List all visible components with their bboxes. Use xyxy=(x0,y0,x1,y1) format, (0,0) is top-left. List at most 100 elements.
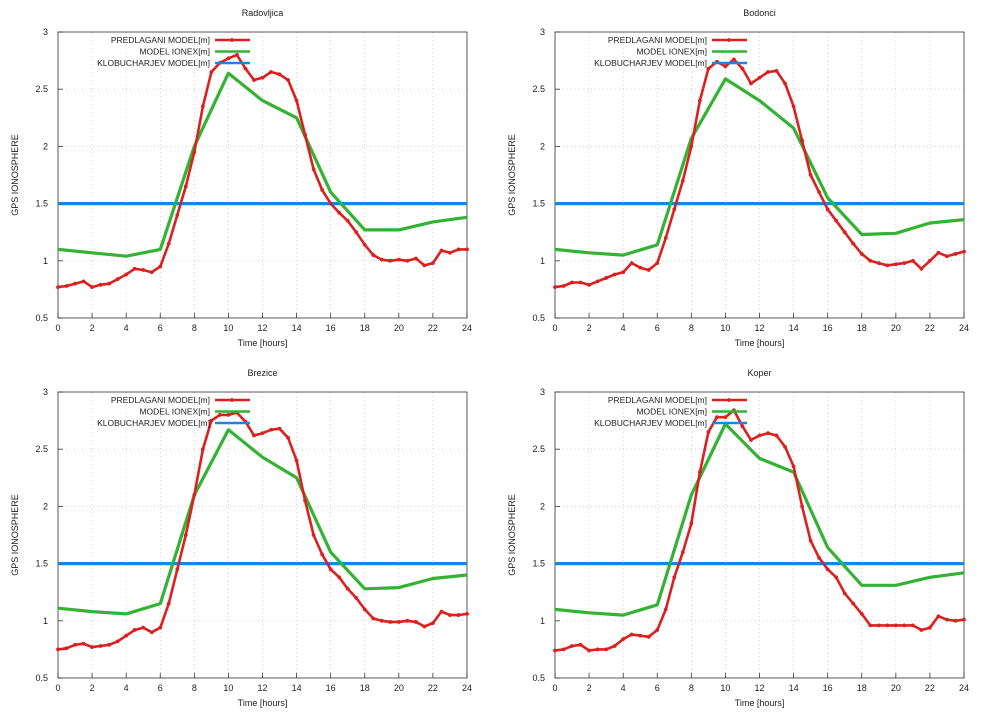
x-tick-label: 4 xyxy=(621,683,626,693)
data-point-predlagani-model-m xyxy=(893,262,898,267)
chart-panel-brezice: 0 2 4 6 8 10 12 14 16 18 20 22 24 0.5 1 1.5 2 2.5 3 Brezice… xyxy=(0,360,497,720)
data-point-predlagani-model-m xyxy=(362,242,367,247)
data-point-predlagani-model-m xyxy=(124,633,129,638)
data-point-predlagani-model-m xyxy=(859,252,864,256)
data-point-predlagani-model-m xyxy=(638,265,643,270)
data-point-predlagani-model-m xyxy=(672,207,677,212)
x-tick-label: 22 xyxy=(428,683,438,693)
x-tick-label: 20 xyxy=(891,683,901,693)
data-point-predlagani-model-m xyxy=(851,601,856,606)
data-point-predlagani-model-m xyxy=(269,70,273,74)
y-tick-label: 3 xyxy=(43,27,48,37)
data-point-predlagani-model-m xyxy=(286,435,290,440)
data-point-predlagani-model-m xyxy=(578,280,583,285)
chart-title: Radovljica xyxy=(242,8,284,18)
y-tick-label: 0.5 xyxy=(35,313,48,323)
data-point-predlagani-model-m xyxy=(655,628,660,632)
data-point-predlagani-model-m xyxy=(90,645,94,650)
data-point-predlagani-model-m xyxy=(337,210,342,215)
x-tick-label: 10 xyxy=(720,323,730,333)
data-point-predlagani-model-m xyxy=(209,70,214,74)
data-point-predlagani-model-m xyxy=(448,613,452,617)
data-point-predlagani-model-m xyxy=(783,445,787,449)
x-tick-label: 4 xyxy=(124,323,129,333)
x-tick-label: 6 xyxy=(158,323,163,333)
data-point-predlagani-model-m xyxy=(766,70,770,74)
data-point-predlagani-model-m xyxy=(808,173,813,177)
data-point-predlagani-model-m xyxy=(98,282,103,287)
legend-label: PREDLAGANI MODEL[m] xyxy=(608,395,707,405)
data-point-predlagani-model-m xyxy=(209,418,214,423)
x-tick-label: 20 xyxy=(394,683,404,693)
data-point-predlagani-model-m xyxy=(825,207,830,212)
data-point-predlagani-model-m xyxy=(800,138,805,143)
data-point-predlagani-model-m xyxy=(73,642,77,647)
x-tick-label: 12 xyxy=(257,683,267,693)
y-tick-label: 2 xyxy=(540,501,545,511)
plot-frame xyxy=(57,31,468,319)
y-axis-label: GPS IONOSPHERE xyxy=(10,134,20,216)
y-tick-label: 1.5 xyxy=(532,199,545,209)
data-point-predlagani-model-m xyxy=(663,607,668,612)
y-axis-label: GPS IONOSPHERE xyxy=(10,494,20,576)
data-point-predlagani-model-m xyxy=(834,218,839,223)
y-tick-label: 3 xyxy=(43,387,48,397)
data-point-predlagani-model-m xyxy=(928,258,932,263)
chart-koper: 0 2 4 6 8 10 12 14 16 18 20 22 240.511.522.53KoperTi… xyxy=(507,368,969,708)
y-tick-label: 3 xyxy=(540,387,545,397)
data-point-predlagani-model-m xyxy=(200,104,205,109)
data-point-predlagani-model-m xyxy=(817,555,822,560)
series-line-model-ionex-m xyxy=(57,428,468,616)
data-point-predlagani-model-m xyxy=(638,633,643,638)
chart-title: Brezice xyxy=(247,368,277,378)
legend-label: KLOBUCHARJEV MODEL[m] xyxy=(594,418,707,428)
data-point-predlagani-model-m xyxy=(90,285,94,290)
data-point-predlagani-model-m xyxy=(621,637,626,642)
x-tick-label: 4 xyxy=(124,683,129,693)
data-point-predlagani-model-m xyxy=(465,247,469,252)
y-tick-label: 1.5 xyxy=(532,559,545,569)
data-point-predlagani-model-m xyxy=(64,646,69,651)
data-point-predlagani-model-m xyxy=(320,552,325,557)
data-point-predlagani-model-m xyxy=(388,620,393,624)
x-tick-label: 8 xyxy=(689,683,694,693)
data-point-predlagani-model-m xyxy=(689,521,694,526)
y-tick-label: 2 xyxy=(43,501,48,511)
x-tick-label: 8 xyxy=(192,323,197,333)
data-point-predlagani-model-m xyxy=(595,279,600,284)
data-point-predlagani-model-m xyxy=(749,438,753,442)
data-point-predlagani-model-m xyxy=(252,433,256,438)
data-point-predlagani-model-m xyxy=(277,72,282,77)
data-point-predlagani-model-m xyxy=(56,285,60,290)
y-tick-label: 1.5 xyxy=(35,559,48,569)
x-tick-label: 12 xyxy=(257,323,267,333)
y-tick-label: 0.5 xyxy=(532,673,545,683)
data-point-predlagani-model-m xyxy=(910,623,915,628)
data-point-predlagani-model-m xyxy=(936,250,941,255)
data-point-predlagani-model-m xyxy=(962,249,966,254)
data-point-predlagani-model-m xyxy=(345,218,350,223)
data-point-predlagani-model-m xyxy=(893,623,898,628)
data-point-predlagani-model-m xyxy=(158,625,163,630)
data-point-predlagani-model-m xyxy=(413,256,418,261)
x-tick-label: 18 xyxy=(857,683,867,693)
x-tick-label: 14 xyxy=(292,323,302,333)
data-point-predlagani-model-m xyxy=(354,596,359,600)
data-point-predlagani-model-m xyxy=(655,261,660,265)
data-point-predlagani-model-m xyxy=(919,628,924,632)
x-tick-label: 14 xyxy=(292,683,302,693)
legend-marker xyxy=(727,398,731,402)
x-tick-label: 10 xyxy=(223,683,233,693)
data-point-predlagani-model-m xyxy=(561,284,566,288)
data-point-predlagani-model-m xyxy=(448,250,452,255)
data-point-predlagani-model-m xyxy=(757,433,762,438)
x-axis-label: Time [hours] xyxy=(735,698,785,708)
x-tick-label: 0 xyxy=(552,323,557,333)
x-tick-label: 0 xyxy=(552,683,557,693)
data-point-predlagani-model-m xyxy=(311,533,316,537)
data-point-predlagani-model-m xyxy=(732,57,736,62)
x-tick-label: 20 xyxy=(891,323,901,333)
legend-marker xyxy=(727,38,731,42)
data-point-predlagani-model-m xyxy=(604,647,609,652)
data-point-predlagani-model-m xyxy=(604,276,609,280)
